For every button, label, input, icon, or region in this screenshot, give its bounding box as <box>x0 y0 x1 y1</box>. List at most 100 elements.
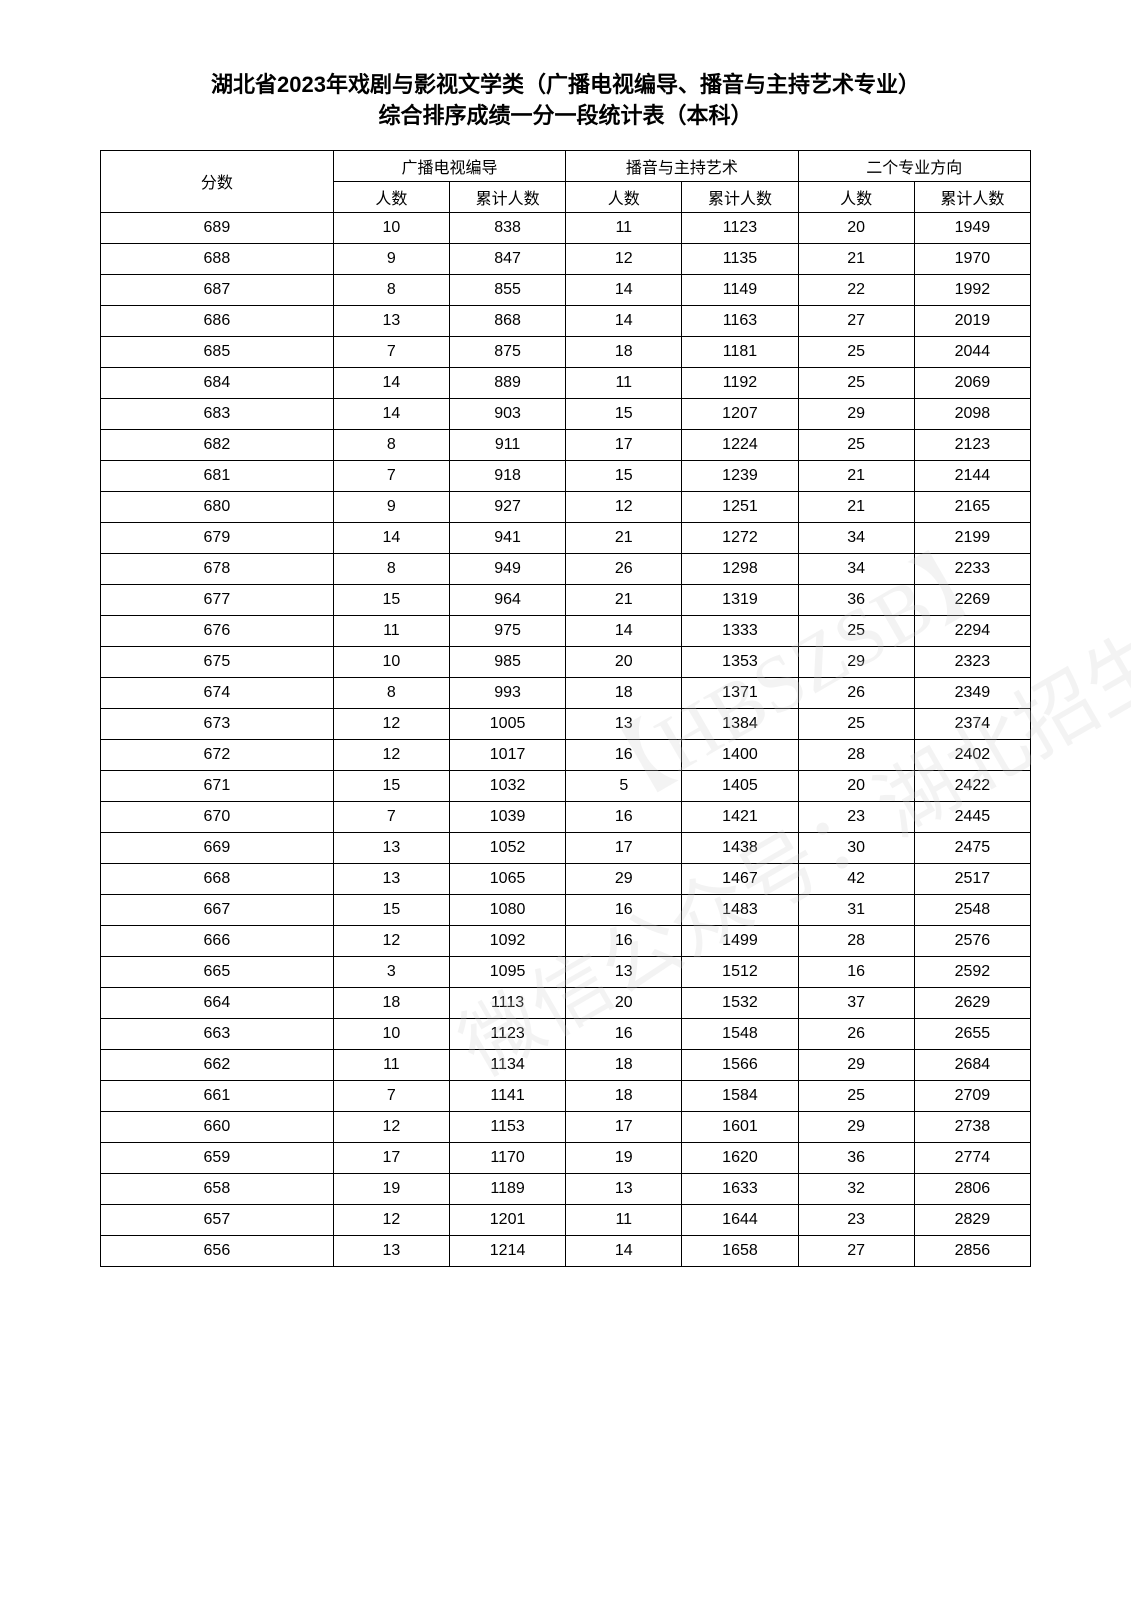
table-cell: 29 <box>798 1111 914 1142</box>
table-cell: 26 <box>566 553 682 584</box>
table-cell: 1189 <box>449 1173 565 1204</box>
table-cell: 16 <box>566 1018 682 1049</box>
table-cell: 21 <box>798 243 914 274</box>
table-cell: 2294 <box>914 615 1030 646</box>
table-cell: 15 <box>333 584 449 615</box>
table-cell: 868 <box>449 305 565 336</box>
table-cell: 7 <box>333 460 449 491</box>
table-cell: 1384 <box>682 708 798 739</box>
table-row: 664181113201532372629 <box>101 987 1031 1018</box>
table-cell: 11 <box>333 615 449 646</box>
table-cell: 1214 <box>449 1235 565 1266</box>
table-cell: 29 <box>798 646 914 677</box>
table-cell: 2269 <box>914 584 1030 615</box>
table-cell: 1438 <box>682 832 798 863</box>
table-cell: 14 <box>566 305 682 336</box>
table-cell: 28 <box>798 739 914 770</box>
table-cell: 12 <box>333 925 449 956</box>
header-sub-2b: 累计人数 <box>682 181 798 212</box>
table-cell: 18 <box>566 677 682 708</box>
table-row: 663101123161548262655 <box>101 1018 1031 1049</box>
table-cell: 1017 <box>449 739 565 770</box>
table-cell: 1371 <box>682 677 798 708</box>
table-cell: 2422 <box>914 770 1030 801</box>
table-cell: 2044 <box>914 336 1030 367</box>
table-cell: 918 <box>449 460 565 491</box>
table-cell: 10 <box>333 646 449 677</box>
table-cell: 1052 <box>449 832 565 863</box>
table-cell: 2576 <box>914 925 1030 956</box>
table-cell: 12 <box>333 1111 449 1142</box>
table-row: 673121005131384252374 <box>101 708 1031 739</box>
table-cell: 1421 <box>682 801 798 832</box>
table-cell: 9 <box>333 491 449 522</box>
table-cell: 2019 <box>914 305 1030 336</box>
table-cell: 1080 <box>449 894 565 925</box>
table-cell: 2684 <box>914 1049 1030 1080</box>
table-cell: 1601 <box>682 1111 798 1142</box>
header-group-1: 广播电视编导 <box>333 150 565 181</box>
table-cell: 8 <box>333 274 449 305</box>
table-cell: 659 <box>101 1142 334 1173</box>
table-cell: 663 <box>101 1018 334 1049</box>
table-cell: 993 <box>449 677 565 708</box>
table-cell: 8 <box>333 553 449 584</box>
table-cell: 1992 <box>914 274 1030 305</box>
table-cell: 2069 <box>914 367 1030 398</box>
table-cell: 2774 <box>914 1142 1030 1173</box>
table-cell: 2806 <box>914 1173 1030 1204</box>
table-cell: 847 <box>449 243 565 274</box>
table-cell: 1153 <box>449 1111 565 1142</box>
table-row: 662111134181566292684 <box>101 1049 1031 1080</box>
table-cell: 14 <box>566 615 682 646</box>
page-container: 【HBSZSB】 微信公众号：湖北招生考试 湖北省2023年戏剧与影视文学类（广… <box>100 70 1031 1267</box>
table-cell: 1633 <box>682 1173 798 1204</box>
table-cell: 1970 <box>914 243 1030 274</box>
table-cell: 2548 <box>914 894 1030 925</box>
table-cell: 11 <box>566 212 682 243</box>
table-cell: 32 <box>798 1173 914 1204</box>
table-cell: 677 <box>101 584 334 615</box>
table-cell: 661 <box>101 1080 334 1111</box>
table-cell: 21 <box>798 491 914 522</box>
table-row: 669131052171438302475 <box>101 832 1031 863</box>
table-cell: 2709 <box>914 1080 1030 1111</box>
table-cell: 1251 <box>682 491 798 522</box>
table-row: 667151080161483312548 <box>101 894 1031 925</box>
table-cell: 30 <box>798 832 914 863</box>
table-cell: 7 <box>333 801 449 832</box>
table-cell: 5 <box>566 770 682 801</box>
table-cell: 911 <box>449 429 565 460</box>
table-cell: 889 <box>449 367 565 398</box>
table-row: 668131065291467422517 <box>101 863 1031 894</box>
table-cell: 11 <box>566 1204 682 1235</box>
table-cell: 14 <box>333 367 449 398</box>
table-cell: 15 <box>333 894 449 925</box>
table-cell: 18 <box>566 336 682 367</box>
table-cell: 16 <box>566 801 682 832</box>
table-cell: 18 <box>566 1080 682 1111</box>
table-cell: 2402 <box>914 739 1030 770</box>
table-cell: 1319 <box>682 584 798 615</box>
table-row: 656131214141658272856 <box>101 1235 1031 1266</box>
table-row: 658191189131633322806 <box>101 1173 1031 1204</box>
table-cell: 25 <box>798 615 914 646</box>
table-cell: 36 <box>798 584 914 615</box>
table-cell: 20 <box>566 987 682 1018</box>
table-cell: 12 <box>333 708 449 739</box>
header-sub-2a: 人数 <box>566 181 682 212</box>
table-cell: 667 <box>101 894 334 925</box>
table-cell: 34 <box>798 553 914 584</box>
table-cell: 903 <box>449 398 565 429</box>
table-cell: 8 <box>333 677 449 708</box>
table-cell: 26 <box>798 677 914 708</box>
table-cell: 12 <box>566 243 682 274</box>
table-cell: 875 <box>449 336 565 367</box>
table-row: 67115103251405202422 <box>101 770 1031 801</box>
table-cell: 15 <box>566 398 682 429</box>
table-cell: 927 <box>449 491 565 522</box>
table-cell: 985 <box>449 646 565 677</box>
table-cell: 673 <box>101 708 334 739</box>
table-cell: 1123 <box>449 1018 565 1049</box>
table-cell: 684 <box>101 367 334 398</box>
